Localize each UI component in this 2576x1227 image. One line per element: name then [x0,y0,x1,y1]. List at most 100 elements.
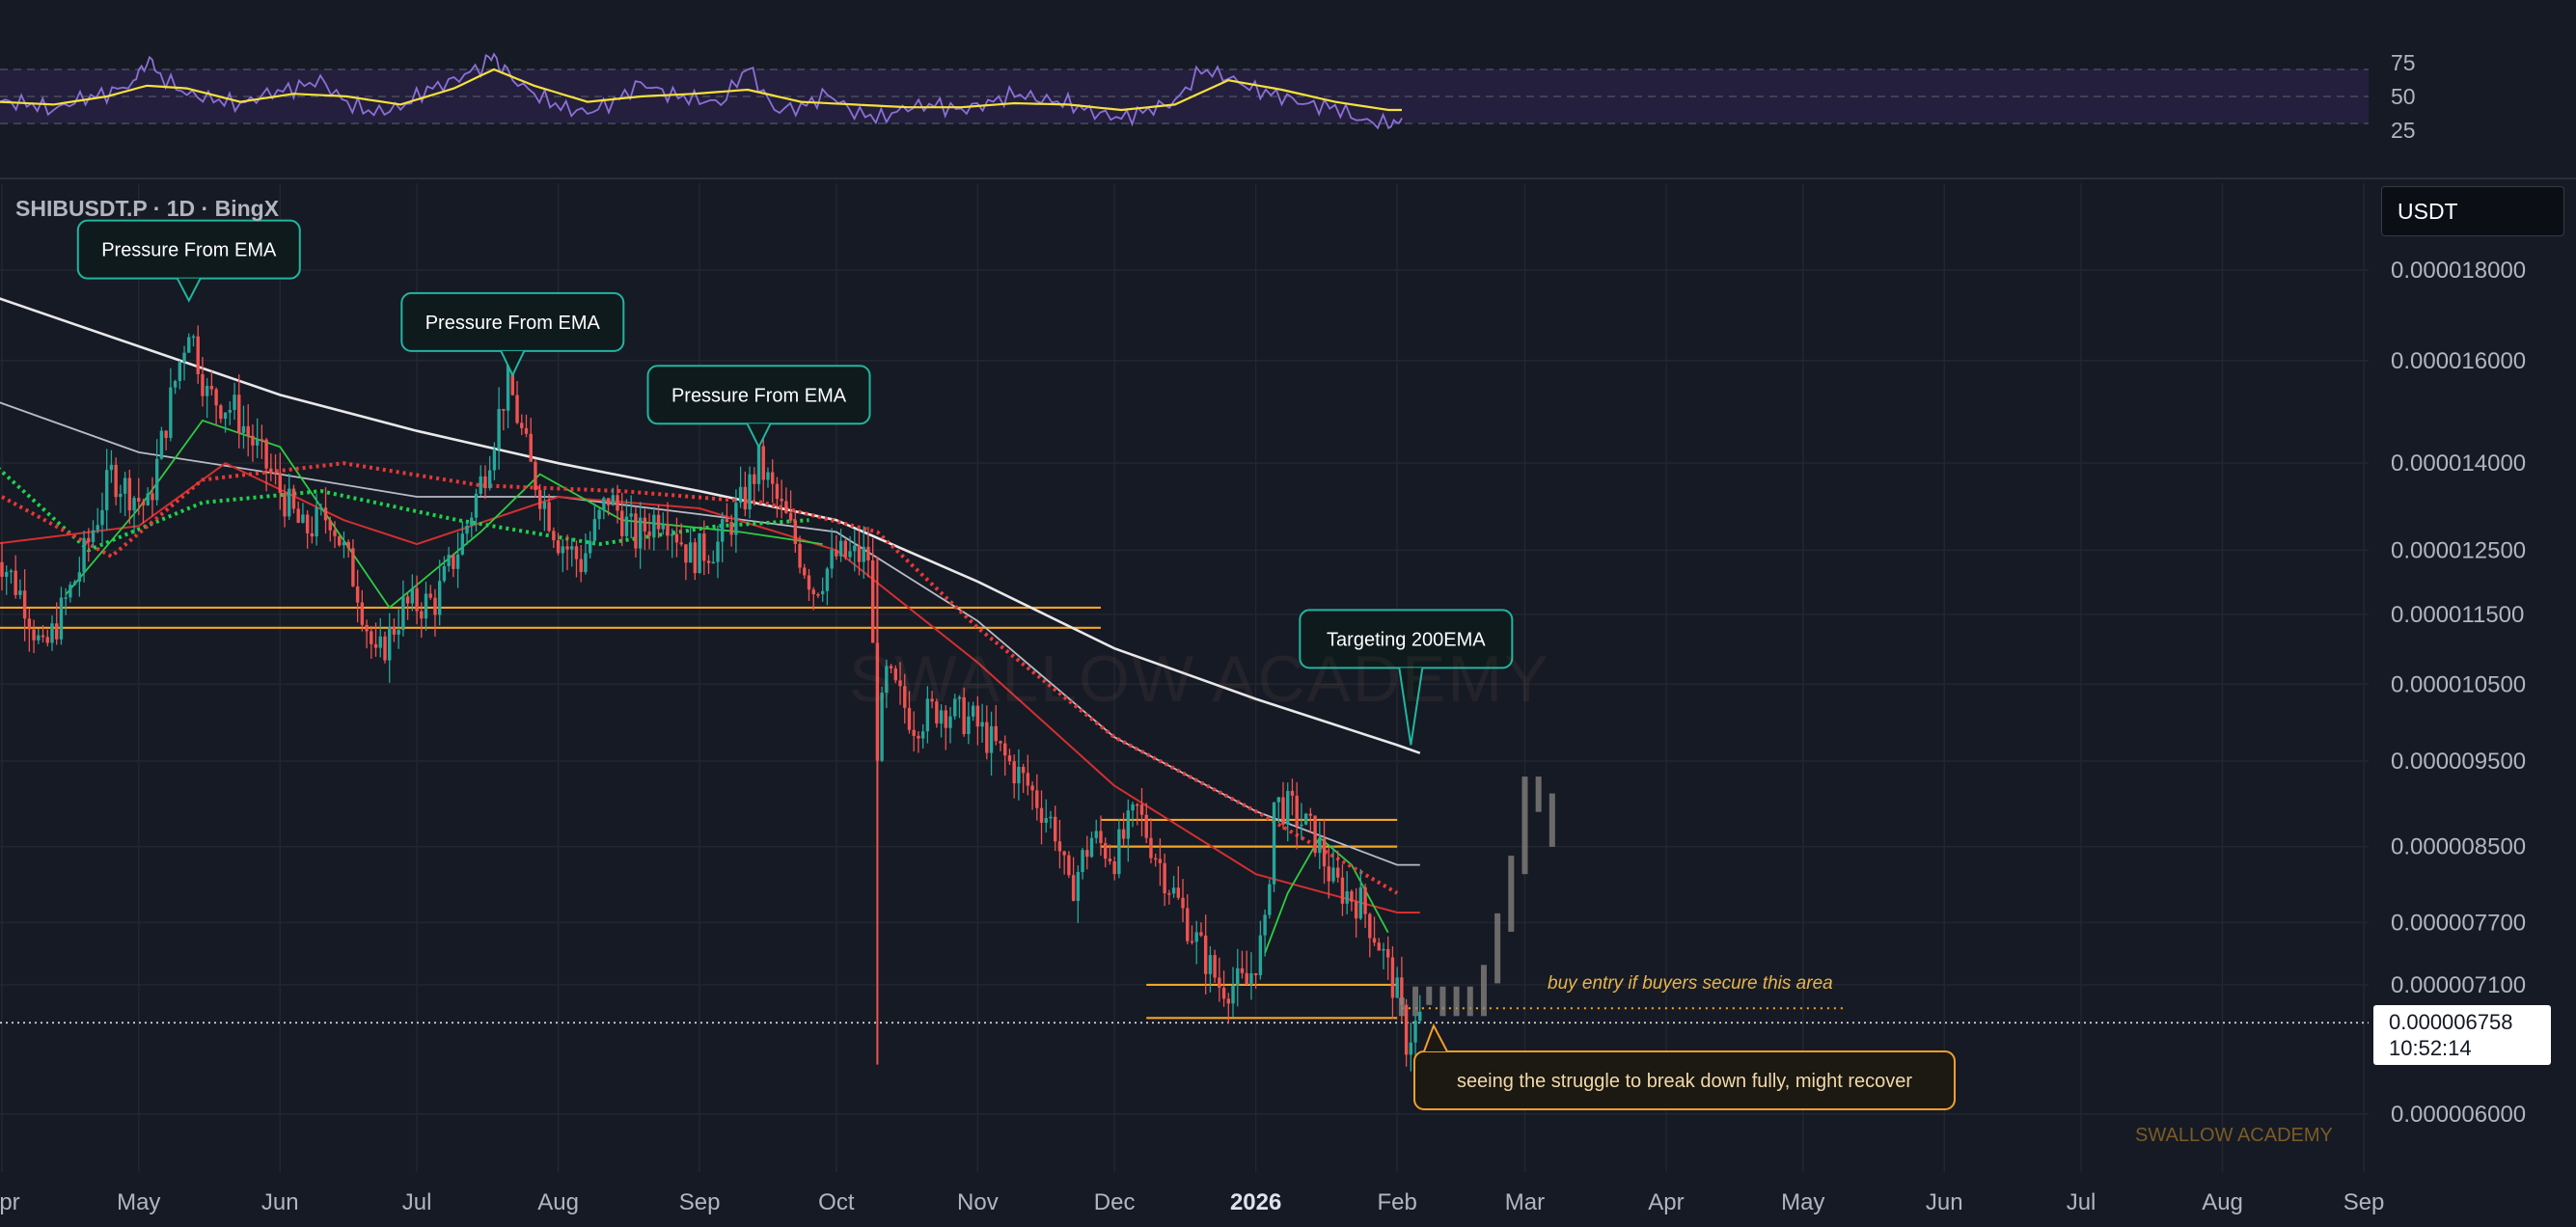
candle-body [1208,955,1213,974]
candle-body [734,503,738,535]
candle-body [319,507,323,509]
candle-body [843,540,848,558]
candle-body [1067,855,1071,876]
candle-body [219,405,223,420]
time-tick-label: Sep [2343,1189,2385,1215]
candle-body [1136,804,1139,806]
credit-label: SWALLOW ACADEMY [2135,1125,2333,1146]
candle-body [437,581,442,615]
candle-body [770,472,775,484]
candle-body [989,725,994,753]
candle-body [1350,891,1354,902]
candle-body [1245,972,1248,985]
candle-body [1171,887,1176,894]
candle-body [711,561,715,564]
candle-body [169,387,173,438]
candle-body [1236,968,1240,986]
candle-body [588,540,592,554]
candle-body [698,532,701,574]
candle-body [1377,942,1381,951]
price-tick-label: 0.000010500 [2391,671,2526,697]
candle-body [1281,797,1285,825]
candle-body [570,546,574,550]
candle-body [506,361,510,411]
candle-body [1318,838,1322,854]
candle-body [310,532,315,537]
rsi-tick-label: 50 [2391,84,2416,109]
callout-pressure-1-pointer [176,278,202,303]
candle-body [652,514,656,536]
candle-body [1030,785,1034,791]
candle-body [255,439,260,446]
time-tick-label: Sep [679,1189,721,1215]
candle-body [537,490,542,509]
projection-bar [1426,986,1433,1005]
candle-body [1372,938,1377,943]
candle-body [264,439,268,469]
candle-body [401,596,405,631]
candle-body [620,510,624,536]
currency-selector[interactable]: USDT [2381,186,2564,236]
candle-body [132,498,136,511]
symbol-title[interactable]: SHIBUSDT.P · 1D · BingX [15,196,280,221]
candle-body [611,495,615,505]
candle-body [182,352,186,363]
candle-body [634,513,638,549]
candle-body [460,533,465,555]
projection-bar [1412,986,1419,1017]
candle-body [1139,804,1144,815]
callout-struggle: seeing the struggle to break down fully,… [1413,1022,1956,1110]
projection-bar [1439,986,1446,1017]
candle-body [835,549,838,557]
candle-body [706,560,711,563]
candle-body [296,508,300,523]
price-tick-label: 0.000016000 [2391,348,2526,374]
candle-body [18,590,22,595]
candle-body [91,530,96,542]
candle-body [492,449,497,471]
time-tick-label: Jun [261,1189,299,1215]
candle-body [693,542,698,574]
time-tick-label: Jul [402,1189,432,1215]
candle-body [1194,932,1198,942]
candle-body [465,525,469,534]
candle-body [1186,908,1190,941]
candle-body [1167,893,1171,895]
candle-body [748,474,752,510]
candle-body [870,559,875,643]
candle-body [1354,901,1358,919]
candle-body [671,533,674,536]
candle-body [743,486,748,510]
callout-pressure-1-text: Pressure From EMA [101,240,277,261]
candle-body [597,509,601,520]
candle-body [1331,867,1335,882]
candle-body [1368,913,1372,939]
candle-body [154,458,159,501]
candle-body [985,722,989,753]
candle-body [647,531,651,536]
price-tick-label: 0.000014000 [2391,450,2526,477]
candle-body [96,525,99,531]
candle-body [552,531,556,541]
last-price-tag: 0.000006758 10:52:14 [2373,1005,2551,1065]
candle-body [534,461,537,491]
projection-bar [1480,965,1487,1017]
callout-targeting-pointer [1398,668,1424,746]
ema-dotted-red [1,461,1399,895]
callout-pressure-1: Pressure From EMA [76,219,301,303]
price-tick-label: 0.000011500 [2391,602,2524,628]
candle-body [1240,968,1245,973]
callout-pressure-2-pointer [500,350,526,378]
candle-body [793,520,798,544]
candle-body [1363,886,1367,914]
candle-body [1126,810,1131,839]
candle-body [246,425,250,436]
candle-body [780,499,783,502]
candle-body [753,474,756,484]
candle-body [32,629,36,641]
candle-body [0,561,4,577]
time-tick-label: Mar [1505,1189,1545,1215]
candle-body [1026,773,1030,786]
candle-body [967,716,971,735]
